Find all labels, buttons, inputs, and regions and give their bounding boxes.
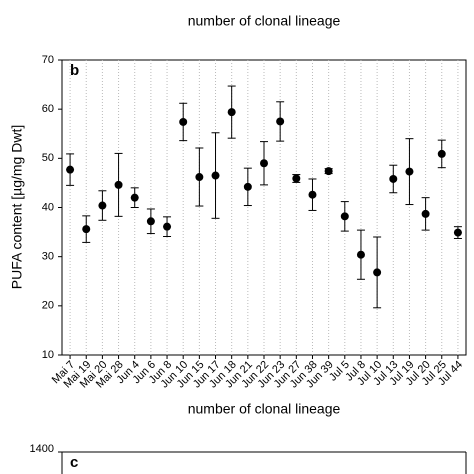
point (130, 193, 139, 202)
panel-c-label: c (70, 454, 78, 471)
point (308, 190, 317, 199)
point (437, 149, 446, 158)
point (324, 167, 333, 176)
point (211, 171, 220, 180)
point (114, 180, 123, 189)
y-tick-label: 10 (42, 349, 54, 361)
point (373, 268, 382, 277)
y-tick-label: 20 (42, 300, 54, 312)
point (292, 174, 301, 183)
point (227, 108, 236, 117)
x-axis-label: number of clonal lineage (188, 401, 341, 417)
point (243, 182, 252, 191)
point (66, 165, 75, 174)
y-tick-label: 50 (42, 152, 54, 164)
y-tick-label: 60 (42, 103, 54, 115)
point (453, 228, 462, 237)
point (340, 212, 349, 221)
y-tick-label: 70 (42, 54, 54, 66)
point (195, 173, 204, 182)
panel-c-y-tick-label: 1400 (30, 443, 54, 455)
point (260, 159, 268, 168)
point (163, 222, 172, 231)
point (179, 117, 188, 126)
top-x-axis-label: number of clonal lineage (188, 13, 341, 29)
point (421, 209, 430, 218)
panel-label: b (70, 62, 79, 79)
point (98, 201, 107, 210)
point (276, 117, 285, 126)
point (389, 174, 398, 183)
y-tick-label: 30 (42, 251, 54, 263)
point (82, 225, 91, 234)
point (146, 217, 155, 226)
y-axis-label: PUFA content [µg/mg Dwt] (9, 125, 25, 289)
point (356, 250, 365, 259)
y-tick-label: 40 (42, 201, 54, 213)
point (405, 167, 414, 176)
